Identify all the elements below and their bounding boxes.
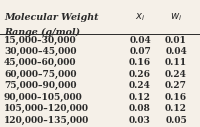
Text: 75,000–90,000: 75,000–90,000 [4,81,76,90]
Text: 0.03: 0.03 [129,116,151,124]
Text: 0.04: 0.04 [129,36,151,44]
Text: 0.01: 0.01 [165,36,187,44]
Text: 0.12: 0.12 [129,93,151,102]
Text: 90,000–105,000: 90,000–105,000 [4,93,83,102]
Text: $\mathit{x_i}$: $\mathit{x_i}$ [135,11,145,23]
Text: 0.04: 0.04 [165,47,187,56]
Text: 0.27: 0.27 [165,81,187,90]
Text: 0.11: 0.11 [165,58,187,67]
Text: 0.24: 0.24 [165,70,187,79]
Text: 0.05: 0.05 [165,116,187,124]
Text: 45,000–60,000: 45,000–60,000 [4,58,76,67]
Text: 60,000–75,000: 60,000–75,000 [4,70,76,79]
Text: Range (g/mol): Range (g/mol) [4,28,80,37]
Text: $\mathit{w_i}$: $\mathit{w_i}$ [170,11,182,23]
Text: Molecular Weight: Molecular Weight [4,13,98,22]
Text: 0.07: 0.07 [129,47,151,56]
Text: 15,000–30,000: 15,000–30,000 [4,36,77,44]
Text: 0.16: 0.16 [129,58,151,67]
Text: 105,000–120,000: 105,000–120,000 [4,104,89,113]
Text: 0.16: 0.16 [165,93,187,102]
Text: 0.12: 0.12 [165,104,187,113]
Text: 0.08: 0.08 [129,104,151,113]
Text: 30,000–45,000: 30,000–45,000 [4,47,76,56]
Text: 0.24: 0.24 [129,81,151,90]
Text: 120,000–135,000: 120,000–135,000 [4,116,89,124]
Text: 0.26: 0.26 [129,70,151,79]
